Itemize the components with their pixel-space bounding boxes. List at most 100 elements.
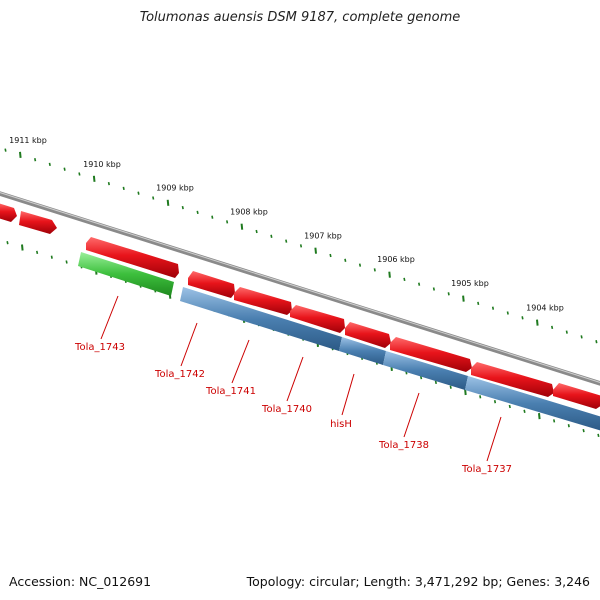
reverse-gene-bar[interactable] bbox=[465, 376, 600, 431]
major-tick bbox=[166, 199, 170, 206]
forward-gene-arrow[interactable] bbox=[390, 337, 472, 372]
gene-label-tola-1742[interactable]: Tola_1742 bbox=[154, 369, 205, 380]
inner-minor-tick bbox=[36, 250, 39, 255]
map-title: Tolumonas auensis DSM 9187, complete gen… bbox=[139, 10, 461, 25]
minor-tick bbox=[551, 325, 554, 330]
scale-tick-label: 1907 kbp bbox=[304, 232, 342, 241]
inner-minor-tick bbox=[6, 241, 9, 245]
minor-tick bbox=[285, 239, 288, 243]
inner-major-tick bbox=[538, 413, 541, 420]
forward-gene-arrow[interactable] bbox=[19, 211, 57, 234]
scale-labels: 1911 kbp 1910 kbp 1909 kbp 1908 kbp 1907 kbp… bbox=[9, 136, 564, 313]
gene-label-tola-1740[interactable]: Tola_1740 bbox=[261, 404, 312, 415]
leader-line-tola-1741 bbox=[231, 339, 250, 384]
gene-label-tola-1743[interactable]: Tola_1743 bbox=[74, 342, 125, 353]
scale-ticks bbox=[4, 148, 598, 344]
forward-gene-arrow[interactable] bbox=[0, 203, 17, 222]
minor-tick bbox=[4, 148, 7, 152]
forward-strand-genes bbox=[0, 203, 600, 409]
reverse-gene-bar[interactable] bbox=[180, 287, 342, 351]
forward-gene-arrow[interactable] bbox=[471, 362, 554, 397]
inner-minor-tick bbox=[479, 395, 482, 399]
inner-minor-tick bbox=[493, 400, 497, 404]
forward-gene-arrow[interactable] bbox=[345, 322, 391, 348]
major-tick bbox=[240, 223, 244, 230]
minor-tick bbox=[152, 196, 155, 200]
minor-tick bbox=[196, 210, 199, 215]
leader-line-tola-1742 bbox=[180, 322, 198, 367]
scale-tick-label: 1908 kbp bbox=[230, 208, 268, 217]
scale-tick-label: 1911 kbp bbox=[9, 136, 47, 145]
minor-tick bbox=[211, 215, 214, 219]
gene-label-hish[interactable]: hisH bbox=[330, 419, 352, 430]
minor-tick bbox=[107, 181, 110, 186]
genome-summary-text: Topology: circular; Length: 3,471,292 bp… bbox=[246, 574, 590, 589]
gene-label-tola-1741[interactable]: Tola_1741 bbox=[205, 386, 256, 397]
minor-tick bbox=[403, 277, 406, 282]
minor-tick bbox=[373, 268, 376, 272]
major-tick bbox=[92, 175, 96, 182]
gene-labels: Tola_1743 Tola_1742 Tola_1741 Tola_1740 … bbox=[74, 342, 512, 475]
major-tick bbox=[388, 271, 391, 278]
inner-major-tick bbox=[21, 244, 24, 251]
minor-tick bbox=[299, 244, 303, 248]
minor-tick bbox=[432, 287, 435, 291]
scale-tick-label: 1905 kbp bbox=[451, 279, 489, 288]
forward-gene-arrow[interactable] bbox=[86, 237, 179, 278]
minor-tick bbox=[48, 162, 51, 167]
inner-minor-tick bbox=[597, 433, 600, 438]
minor-tick bbox=[270, 234, 273, 238]
forward-gene-arrow[interactable] bbox=[234, 287, 292, 315]
major-tick bbox=[19, 151, 22, 158]
forward-gene-arrow[interactable] bbox=[188, 271, 235, 298]
minor-tick bbox=[580, 335, 583, 339]
gene-label-tola-1737[interactable]: Tola_1737 bbox=[461, 464, 512, 475]
minor-tick bbox=[506, 311, 509, 315]
minor-tick bbox=[122, 186, 125, 191]
minor-tick bbox=[521, 316, 524, 320]
inner-minor-tick bbox=[434, 380, 437, 385]
inner-minor-tick bbox=[553, 419, 556, 423]
inner-minor-tick bbox=[449, 385, 452, 389]
minor-tick bbox=[418, 282, 421, 286]
minor-tick bbox=[358, 263, 362, 267]
rna-gene-bar[interactable] bbox=[78, 252, 174, 296]
minor-tick bbox=[255, 229, 258, 234]
minor-tick bbox=[565, 330, 568, 334]
major-tick bbox=[462, 295, 465, 302]
major-tick bbox=[314, 247, 317, 254]
forward-gene-arrow[interactable] bbox=[290, 305, 345, 333]
scale-tick-label: 1906 kbp bbox=[377, 255, 415, 264]
inner-minor-tick bbox=[420, 375, 423, 380]
scale-tick-label: 1910 kbp bbox=[83, 160, 121, 169]
minor-tick bbox=[344, 258, 347, 262]
scale-tick-label: 1904 kbp bbox=[526, 304, 564, 313]
minor-tick bbox=[595, 340, 598, 344]
reverse-gene-bar[interactable] bbox=[383, 351, 468, 390]
leader-line-hish bbox=[341, 373, 355, 416]
leader-line-tola-1743 bbox=[100, 295, 119, 340]
gene-label-lines bbox=[100, 295, 502, 462]
inner-minor-tick bbox=[567, 424, 570, 428]
minor-tick bbox=[34, 158, 37, 162]
inner-minor-tick bbox=[50, 255, 53, 259]
inner-minor-tick bbox=[508, 404, 511, 409]
gene-label-tola-1738[interactable]: Tola_1738 bbox=[378, 440, 429, 451]
inner-minor-tick bbox=[582, 428, 585, 433]
minor-tick bbox=[447, 292, 450, 296]
minor-tick bbox=[329, 253, 332, 258]
minor-tick bbox=[78, 172, 81, 176]
minor-tick bbox=[226, 220, 229, 224]
reverse-strand-genes bbox=[180, 287, 600, 431]
scale-tick-label: 1909 kbp bbox=[156, 184, 194, 193]
leader-line-tola-1740 bbox=[286, 356, 304, 402]
minor-tick bbox=[137, 191, 140, 195]
minor-tick bbox=[181, 205, 184, 210]
major-tick bbox=[536, 319, 539, 326]
accession-text: Accession: NC_012691 bbox=[9, 574, 152, 589]
leader-line-tola-1738 bbox=[403, 392, 420, 438]
minor-tick bbox=[477, 301, 480, 306]
forward-gene-arrow[interactable] bbox=[553, 383, 600, 409]
reverse-gene-bar[interactable] bbox=[339, 337, 386, 365]
